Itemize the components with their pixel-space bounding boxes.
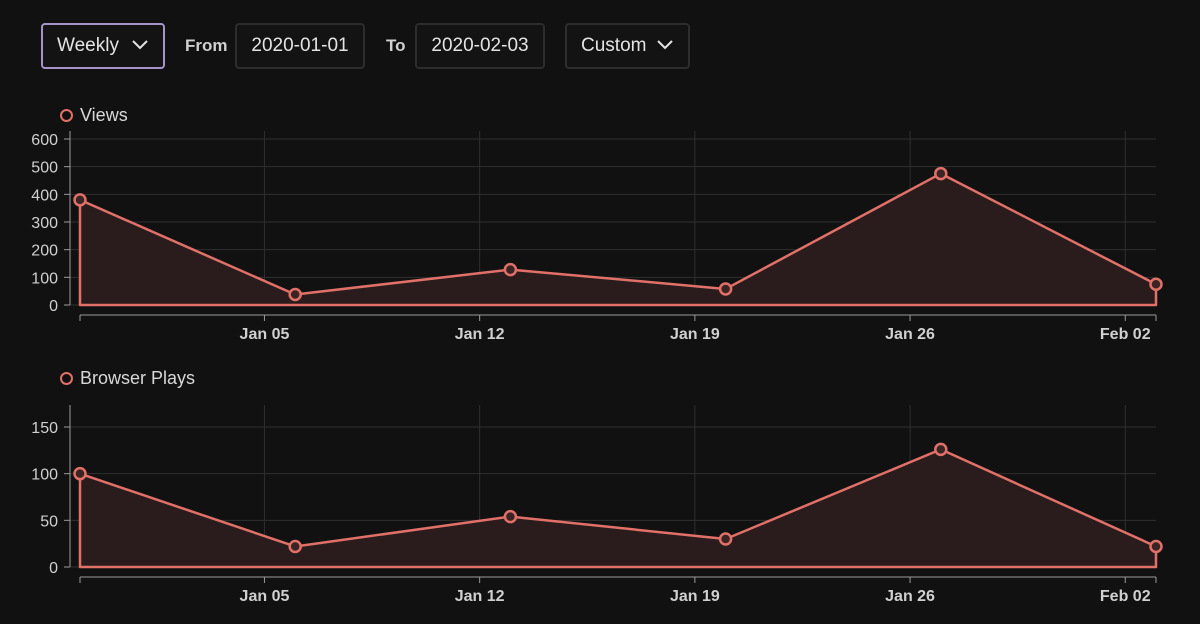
- range-select-value: Custom: [581, 35, 647, 56]
- x-tick-label: Jan 12: [455, 588, 505, 605]
- to-date-input[interactable]: 2020-02-03: [415, 23, 545, 69]
- browser-plays-chart: Browser Plays 0 50 100 150 Jan 05 Jan 12 Jan 1…: [0, 363, 1200, 613]
- y-tick-label: 400: [31, 187, 58, 204]
- to-label: To: [386, 36, 406, 55]
- from-label: From: [185, 36, 228, 55]
- views-legend-label: Views: [80, 105, 128, 125]
- interval-select-value: Weekly: [57, 35, 119, 56]
- x-tick-label: Jan 19: [670, 326, 720, 343]
- series-area: [78, 448, 1158, 569]
- from-date-input[interactable]: 2020-01-01: [235, 23, 365, 69]
- y-tick-label: 50: [40, 513, 58, 530]
- interval-select[interactable]: Weekly: [41, 23, 165, 69]
- browser-plays-legend-label: Browser Plays: [80, 368, 196, 388]
- to-date-value: 2020-02-03: [431, 35, 529, 56]
- x-tick-label: Feb 02: [1100, 326, 1151, 343]
- toolbar: Weekly From 2020-01-01 To 2020-02-03 Cus…: [0, 0, 1200, 92]
- x-tick-label: Jan 26: [885, 588, 935, 605]
- data-point: [934, 166, 948, 181]
- views-legend[interactable]: Views: [60, 105, 128, 126]
- legend-marker-icon: [60, 372, 73, 385]
- x-tick-label: Feb 02: [1100, 588, 1151, 605]
- x-tick-label: Jan 05: [240, 588, 290, 605]
- views-chart: Views 0 100 200 300 400 500 600 Jan 05 Jan 12 Jan…: [0, 100, 1200, 350]
- chevron-down-icon: [132, 40, 148, 50]
- y-tick-label: 0: [49, 298, 58, 315]
- y-tick-label: 500: [31, 160, 58, 177]
- legend-marker-icon: [60, 109, 73, 122]
- y-tick-label: 300: [31, 215, 58, 232]
- y-tick-label: 150: [31, 420, 58, 437]
- data-point: [503, 262, 518, 277]
- data-point: [503, 509, 518, 524]
- data-point: [288, 287, 302, 302]
- x-tick-label: Jan 05: [240, 326, 290, 343]
- y-tick-label: 200: [31, 243, 58, 260]
- views-plot: 0 100 200 300 400 500 600 Jan 05 Jan 12 Jan 19 Jan…: [31, 131, 1163, 343]
- browser-plays-legend[interactable]: Browser Plays: [60, 368, 195, 389]
- data-point: [718, 532, 733, 546]
- y-tick-label: 100: [31, 270, 58, 287]
- x-tick-label: Jan 12: [455, 326, 505, 343]
- browser-plays-plot: 0 50 100 150 Jan 05 Jan 12 Jan 19 Jan 26 Feb 02: [31, 405, 1163, 605]
- data-point: [288, 539, 302, 554]
- from-date-value: 2020-01-01: [251, 35, 349, 56]
- data-point: [1149, 277, 1163, 291]
- x-tick-label: Jan 26: [885, 326, 935, 343]
- data-point: [934, 442, 948, 457]
- data-point: [1149, 539, 1163, 554]
- data-point: [73, 193, 87, 207]
- y-tick-label: 100: [31, 467, 58, 484]
- data-point: [718, 282, 733, 296]
- series-area: [78, 172, 1158, 307]
- data-point: [73, 466, 87, 481]
- x-tick-label: Jan 19: [670, 588, 720, 605]
- y-tick-label: 0: [49, 560, 58, 577]
- y-tick-label: 600: [31, 132, 58, 149]
- chevron-down-icon: [657, 40, 673, 50]
- range-select[interactable]: Custom: [565, 23, 690, 69]
